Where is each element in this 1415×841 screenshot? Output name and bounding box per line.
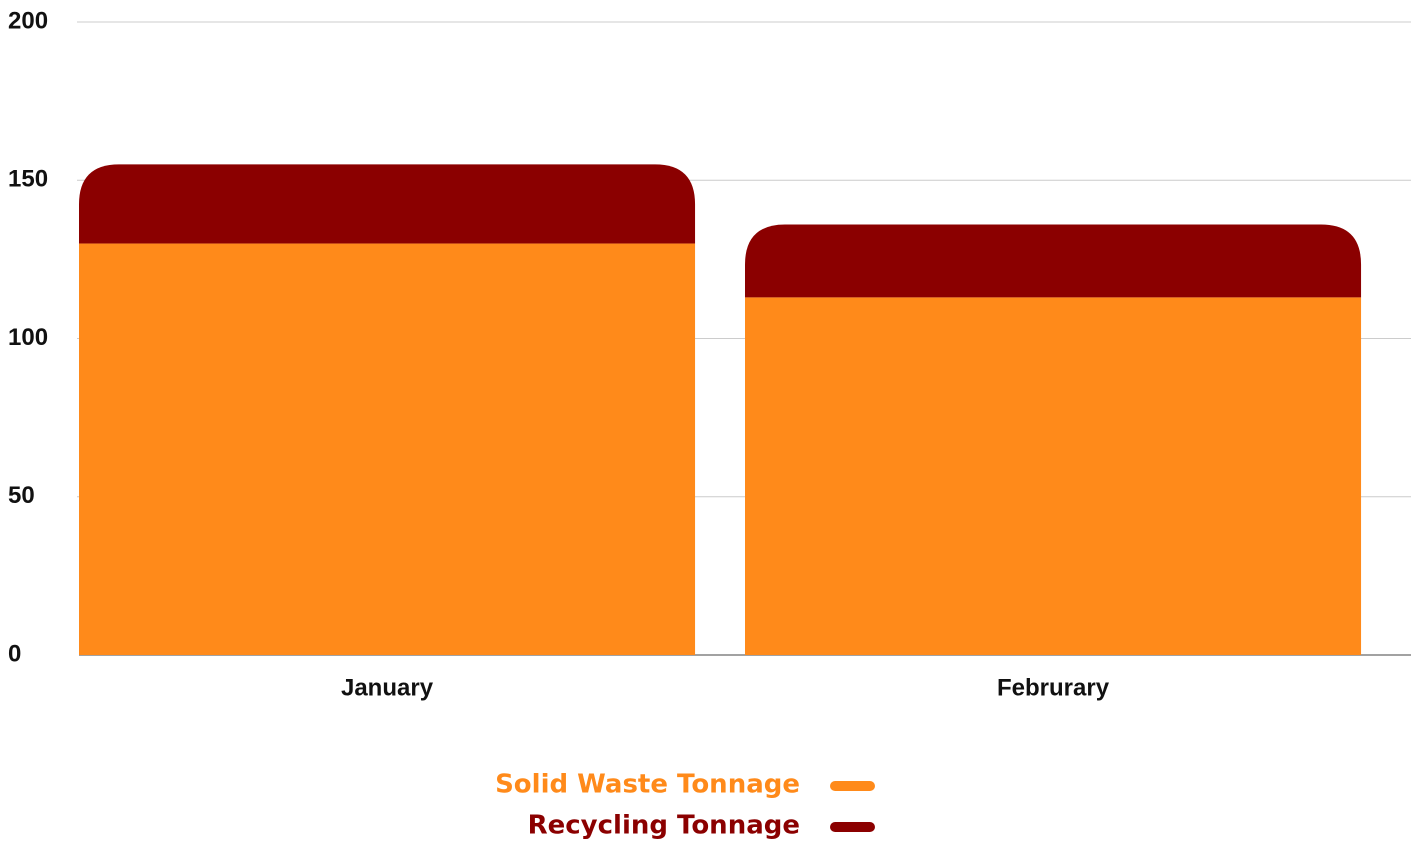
y-tick-label: 200 bbox=[8, 7, 48, 34]
y-tick-label: 150 bbox=[8, 166, 48, 193]
y-tick-label: 100 bbox=[8, 324, 48, 351]
bar-segment bbox=[745, 224, 1362, 298]
y-tick-label: 0 bbox=[8, 640, 21, 667]
bar-segment bbox=[79, 243, 696, 656]
x-tick-label: January bbox=[341, 674, 434, 701]
legend-label: Solid Waste Tonnage bbox=[495, 770, 800, 800]
bar-segment bbox=[79, 164, 696, 244]
legend-label: Recycling Tonnage bbox=[528, 811, 800, 841]
bar-segment bbox=[745, 297, 1362, 655]
x-tick-label: Februrary bbox=[997, 674, 1110, 701]
y-tick-label: 50 bbox=[8, 482, 35, 509]
